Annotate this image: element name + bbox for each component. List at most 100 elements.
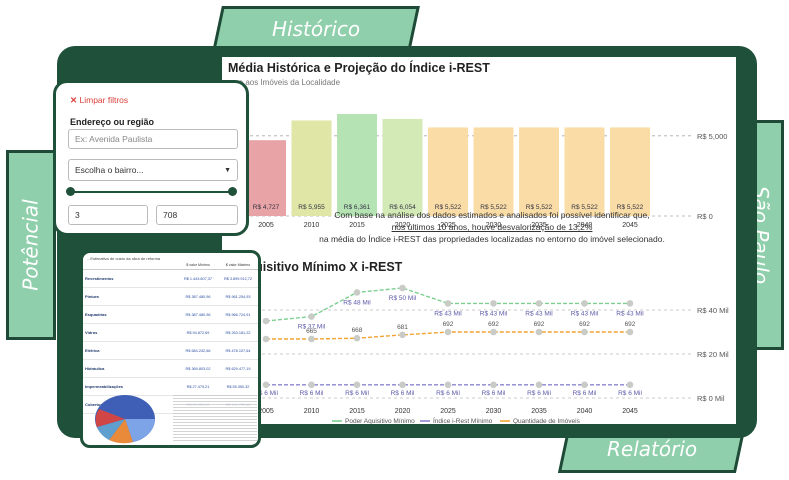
bar [428, 127, 468, 216]
table-row: Impermeabilizações R$ 27.479,21 R$ 55.350,… [83, 378, 258, 396]
legend-label: Quantidade de Imóveis [513, 418, 581, 424]
row-max: R$ 55.350,32 [226, 384, 250, 389]
pie-slice [125, 419, 155, 442]
bar [519, 127, 559, 216]
ref-label: R$ 20 Mil [697, 350, 729, 359]
bar-value-label: R$ 5,522 [526, 204, 553, 211]
series-line [265, 287, 630, 322]
row-name: Impermeabilizações [85, 384, 124, 389]
clear-filters-button[interactable]: ✕ Limpar filtros [70, 95, 128, 106]
row-min: R$ 27.479,21 [186, 384, 210, 389]
table-row: Vidros R$ 94.872,69 R$ 263.181,22 [83, 324, 258, 342]
ref-label: R$ 5,000 [697, 132, 727, 141]
x-tick-label: 2020 [395, 408, 411, 415]
series-point [262, 381, 270, 389]
series-point [308, 335, 315, 343]
point-label: 668 [352, 327, 363, 334]
series-point [581, 381, 588, 389]
x-tick-label: 2005 [258, 222, 274, 229]
bar [337, 114, 377, 216]
series-point [444, 300, 452, 307]
point-label: R$ 6 Mil [573, 390, 597, 397]
series-point [581, 300, 588, 307]
series-point [535, 381, 543, 389]
tab-potencial[interactable]: Potêncial [6, 150, 56, 340]
clear-filters-label: Limpar filtros [79, 95, 129, 105]
pie-slice [95, 409, 125, 427]
series-point [626, 381, 634, 389]
col-min-header: $ valor Mínimo [186, 263, 210, 267]
point-label: R$ 43 Mil [434, 310, 462, 317]
pie-slice [97, 419, 125, 440]
table-row: Elétrica R$ 684.242,66 R$ 478.107,64 [83, 342, 258, 360]
pie-slice [109, 419, 133, 444]
address-placeholder: Ex: Avenida Paulista [75, 134, 153, 144]
series-point [353, 289, 361, 296]
range-min-input[interactable]: 3 [68, 205, 148, 225]
row-name: Revestimentos [85, 276, 114, 281]
point-label: R$ 6 Mil [436, 390, 460, 397]
legend-label: Poder Aquisitivo Mínimo [345, 418, 415, 424]
x-tick-label: 2040 [577, 408, 593, 415]
range-slider-track[interactable] [71, 191, 233, 193]
chart1-subtitle: ...vo aos Imóveis da Localidade [228, 78, 341, 87]
point-label: R$ 6 Mil [618, 390, 642, 397]
row-min: R$ 387.480,96 [185, 294, 211, 299]
row-max: R$ 478.107,64 [225, 348, 251, 353]
x-tick-label: 2005 [258, 408, 274, 415]
chart2-title: ...Aquisitivo Mínimo X i-REST [228, 260, 403, 274]
x-tick-label: 2020 [395, 222, 411, 229]
x-tick-label: 2030 [486, 222, 502, 229]
row-name: Vidros [85, 330, 98, 335]
x-tick-label: 2045 [622, 408, 638, 415]
point-label: R$ 43 Mil [525, 310, 553, 317]
series-point [308, 313, 315, 320]
series-point [490, 381, 497, 389]
point-label: R$ 6 Mil [300, 390, 324, 397]
bar-value-label: R$ 6,054 [389, 204, 416, 211]
address-input[interactable]: Ex: Avenida Paulista [68, 129, 238, 149]
ref-label: R$ 0 Mil [697, 394, 725, 403]
row-max: R$ 966.724,91 [225, 312, 251, 317]
row-min: R$ 387.480,96 [185, 312, 211, 317]
point-label: R$ 6 Mil [482, 390, 506, 397]
point-label: 692 [443, 321, 454, 328]
row-name: Pintura [85, 294, 99, 299]
series-point [490, 300, 497, 307]
point-label: 681 [397, 324, 408, 331]
series-point [353, 381, 361, 389]
point-label: 665 [306, 328, 317, 335]
chart1-summary: Com base na análise dos dados estimados … [282, 209, 702, 245]
range-slider-min-handle[interactable] [66, 187, 75, 196]
bar-value-label: R$ 5,522 [435, 204, 462, 211]
neighborhood-select[interactable]: Escolha o bairro... ▼ [68, 159, 238, 181]
bar [291, 120, 332, 216]
tab-potencial-label: Potêncial [19, 199, 44, 291]
x-tick-label: 2025 [440, 222, 456, 229]
point-label: R$ 43 Mil [571, 310, 599, 317]
row-name: Esquadrias [85, 312, 107, 317]
series-point [626, 300, 634, 307]
chevron-down-icon: ▼ [224, 166, 231, 174]
ref-label: R$ 40 Mil [697, 306, 729, 315]
point-label: 692 [488, 321, 499, 328]
series-point [535, 300, 543, 307]
cost-notes [173, 393, 257, 441]
series-point [399, 381, 406, 389]
series-point [308, 381, 315, 389]
bar-value-label: R$ 4,727 [253, 204, 280, 211]
summary-line-2: nos últimos 10 anos, houve desvalorizaçã… [391, 222, 593, 232]
summary-line-3: na média do Índice i-REST das propriedad… [319, 234, 665, 244]
point-label: R$ 6 Mil [391, 390, 415, 397]
range-slider-max-handle[interactable] [228, 187, 237, 196]
x-tick-label: 2030 [486, 408, 502, 415]
series-point [399, 331, 406, 339]
bar [246, 140, 286, 216]
table-row: Hidráulica R$ 369.803,02 R$ 629.477,19 [83, 360, 258, 378]
range-max-input[interactable]: 708 [156, 205, 238, 225]
cost-table-card: ...Estimativa de custo da obra de reform… [80, 250, 261, 448]
point-label: R$ 6 Mil [527, 390, 551, 397]
row-min: R$ 94.872,69 [186, 330, 210, 335]
row-min: R$ 1.443.607,37 [183, 276, 213, 281]
row-max: R$ 961.254,93 [225, 294, 251, 299]
